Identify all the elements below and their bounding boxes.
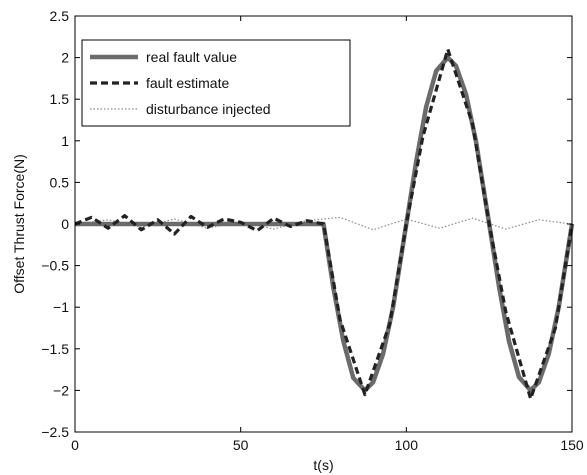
x-tick-label: 0 [71, 437, 79, 453]
y-axis-label: Offset Thrust Force(N) [11, 154, 27, 294]
y-tick-label: 2.5 [50, 8, 70, 24]
axis-ticks: 0 50 100 150 −2.5 −2 −1.5 −1 −0.5 0 0.5 1 1.5 2 2.5 [41, 8, 584, 453]
x-tick-label: 150 [560, 437, 584, 453]
legend-label-fault-estimate: fault estimate [146, 75, 229, 91]
y-tick-label: 0 [61, 216, 69, 232]
plot-lines [74, 47, 575, 401]
y-tick-label: 1 [61, 133, 69, 149]
y-tick-label: −1.5 [41, 341, 69, 357]
y-tick-label: −0.5 [41, 258, 69, 274]
y-tick-label: 1.5 [50, 91, 70, 107]
y-tick-label: 2 [61, 50, 69, 66]
legend: real fault value fault estimate disturba… [81, 39, 351, 127]
y-tick-label: −2.5 [41, 424, 69, 440]
y-tick-label: −1 [53, 299, 69, 315]
series-line-fault-estimate [74, 47, 574, 401]
legend-label-real-fault-value: real fault value [146, 49, 237, 65]
x-axis-label: t(s) [313, 457, 333, 473]
y-tick-label: −2 [53, 382, 69, 398]
y-tick-label: 0.5 [50, 174, 70, 190]
x-tick-label: 50 [233, 437, 249, 453]
legend-label-disturbance-injected: disturbance injected [146, 101, 271, 117]
x-tick-label: 100 [395, 437, 419, 453]
